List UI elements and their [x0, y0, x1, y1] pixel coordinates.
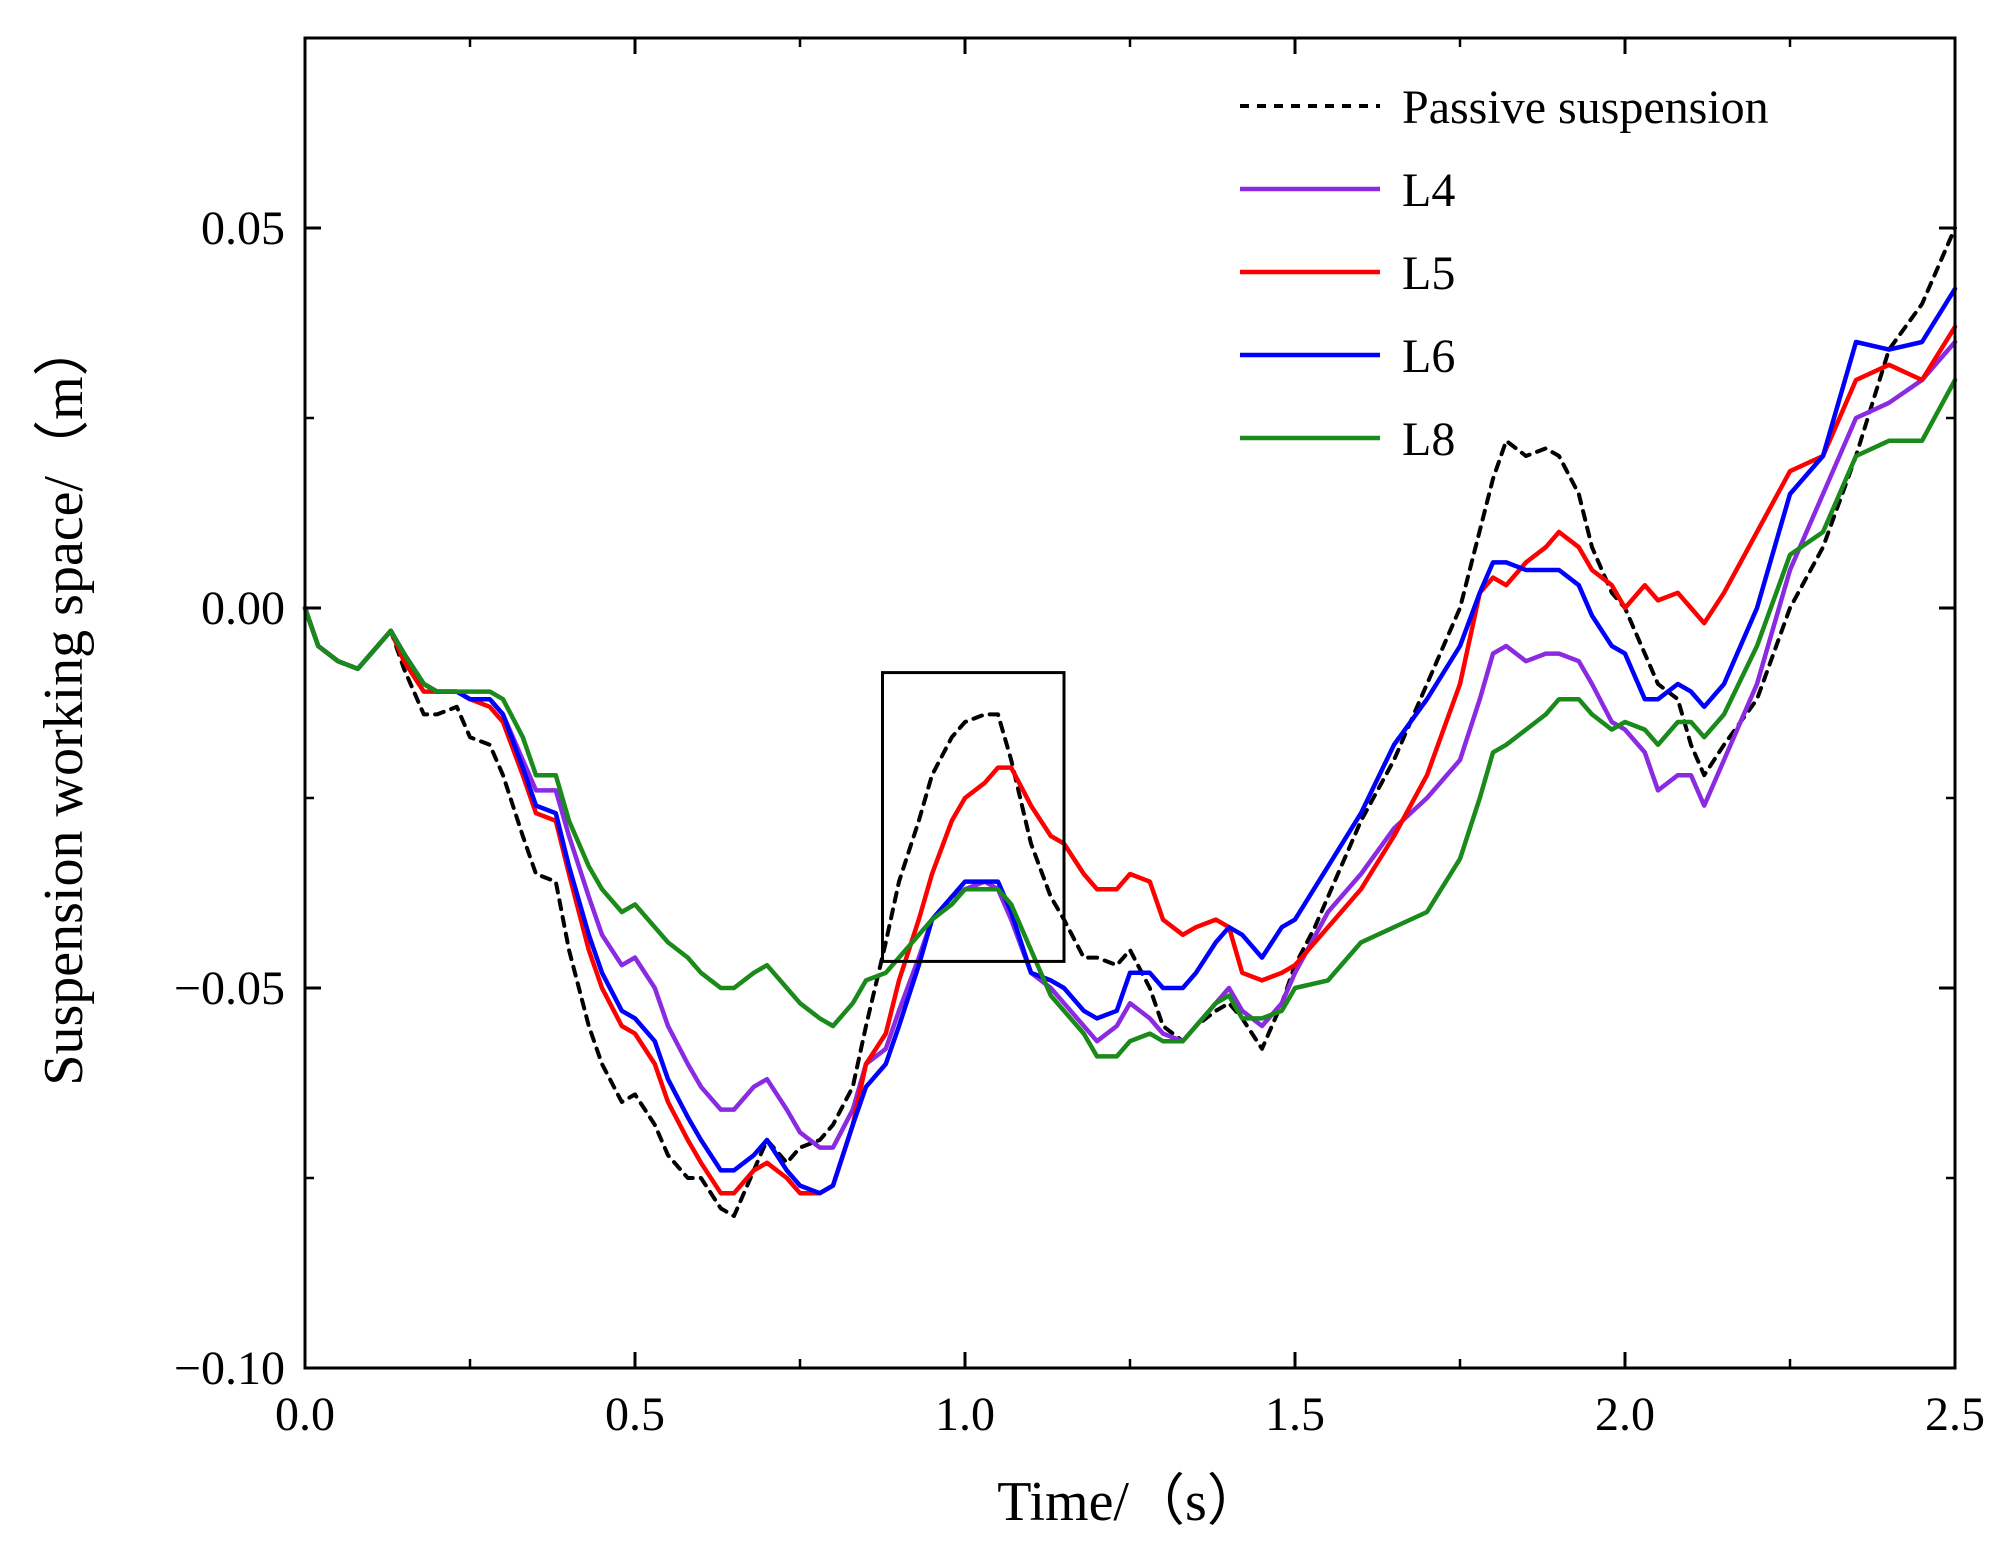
- y-tick-label: 0.00: [201, 582, 285, 635]
- series-layer: [302, 226, 1958, 1218]
- legend: Passive suspension L4 L5 L6 L8: [1240, 81, 1769, 466]
- y-tick-label: 0.05: [201, 202, 285, 255]
- x-tick-label: 0.5: [605, 1388, 665, 1441]
- y-axis-title: Suspension working space/（m）: [33, 320, 95, 1085]
- x-tick-label: 1.0: [935, 1388, 995, 1441]
- legend-label: L4: [1402, 164, 1455, 217]
- legend-label: L8: [1402, 413, 1455, 466]
- series-line-passive-suspension: [303, 226, 1957, 1218]
- series-line-l6: [302, 286, 1958, 1196]
- ticks-layer: 0.0 0.5 1.0 1.5 2.0 2.5 −0.10 −0.05 0.00 0.05: [174, 38, 1985, 1441]
- x-tick-label: 1.5: [1265, 1388, 1325, 1441]
- zoom-box-annotation: [881, 671, 1066, 963]
- legend-label: L5: [1402, 247, 1455, 300]
- legend-label: Passive suspension: [1402, 81, 1769, 134]
- series-line-l8: [302, 377, 1958, 1059]
- x-axis-title: Time/（s）: [997, 1471, 1263, 1533]
- x-tick-label: 0.0: [275, 1388, 335, 1441]
- y-tick-label: −0.05: [174, 962, 285, 1015]
- x-tick-label: 2.0: [1595, 1388, 1655, 1441]
- x-tick-label: 2.5: [1925, 1388, 1985, 1441]
- y-tick-label: −0.10: [174, 1342, 285, 1395]
- series-line-l5: [302, 324, 1958, 1196]
- legend-label: L6: [1402, 330, 1455, 383]
